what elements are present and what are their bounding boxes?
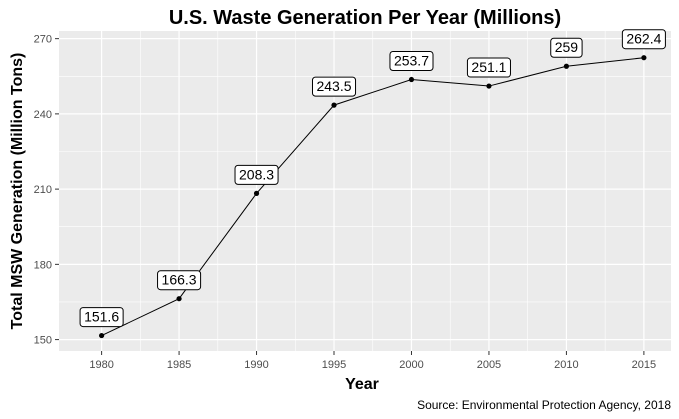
data-label-box xyxy=(79,307,124,328)
data-point xyxy=(176,296,182,302)
data-label-text: 243.5 xyxy=(316,78,351,94)
y-axis: 150 180 210 240 270 xyxy=(34,34,59,347)
data-point xyxy=(331,102,337,108)
data-label-box xyxy=(466,57,511,78)
data-point xyxy=(99,332,105,339)
x-axis: 1980 1985 1990 1995 2000 2005 2010 2015 xyxy=(89,351,656,371)
data-label-text: 166.3 xyxy=(162,272,197,288)
data-label: 262.4 xyxy=(621,29,666,50)
x-tick-label: 1985 xyxy=(167,359,191,371)
data-label: 251.1 xyxy=(466,57,511,78)
data-point xyxy=(253,190,260,196)
x-axis-title: Year xyxy=(345,376,379,393)
data-point xyxy=(641,55,647,61)
data-labels: 151.6 166.3 208.3 243.5 253.7 251.1 259 262.4 xyxy=(79,29,666,328)
data-label-box xyxy=(234,164,279,185)
y-axis-title: Total MSW Generation (Million Tons) xyxy=(9,53,26,330)
data-label-box xyxy=(621,29,666,50)
data-label-box xyxy=(389,51,434,72)
y-tick-label: 180 xyxy=(34,259,52,271)
y-tick-label: 240 xyxy=(34,109,52,121)
data-label: 151.6 xyxy=(79,307,124,328)
x-tick-label: 1995 xyxy=(322,359,346,371)
data-label-text: 251.1 xyxy=(471,59,506,75)
chart-title: U.S. Waste Generation Per Year (Millions… xyxy=(169,7,561,29)
data-label: 259 xyxy=(550,37,583,58)
y-tick-label: 150 xyxy=(34,335,52,347)
grid-major xyxy=(59,31,671,351)
x-tick-label: 1980 xyxy=(89,359,113,371)
data-label-box xyxy=(550,37,583,58)
data-label-text: 253.7 xyxy=(394,53,429,69)
data-point xyxy=(563,63,570,69)
data-label-box xyxy=(157,270,202,291)
data-label: 243.5 xyxy=(311,76,357,97)
data-label-text: 151.6 xyxy=(84,309,119,325)
x-tick-label: 1990 xyxy=(244,359,268,371)
data-label-text: 259 xyxy=(555,39,579,55)
data-label-text: 262.4 xyxy=(626,31,661,47)
grid-minor xyxy=(59,31,671,351)
source-caption: Source: Environmental Protection Agency,… xyxy=(417,398,671,412)
x-tick-label: 2000 xyxy=(399,359,423,371)
x-tick-label: 2005 xyxy=(477,359,501,371)
data-label: 253.7 xyxy=(389,51,434,72)
x-tick-label: 2015 xyxy=(632,359,656,371)
y-tick-label: 210 xyxy=(34,184,52,196)
x-tick-label: 2010 xyxy=(554,359,578,371)
data-label: 166.3 xyxy=(157,270,202,291)
data-point xyxy=(408,76,415,83)
data-label-text: 208.3 xyxy=(239,166,274,182)
plot-panel xyxy=(59,31,671,351)
data-point xyxy=(486,83,492,89)
y-tick-label: 270 xyxy=(34,34,52,46)
data-label-box xyxy=(311,76,357,97)
data-label: 208.3 xyxy=(234,164,279,185)
